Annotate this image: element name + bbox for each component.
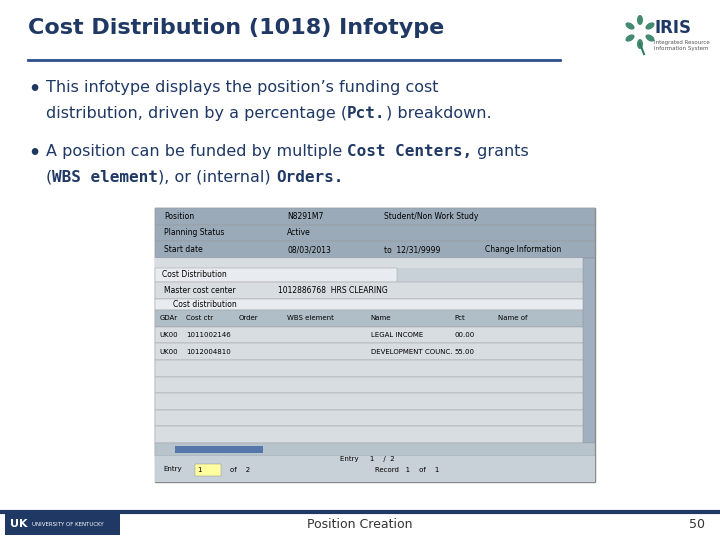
- FancyBboxPatch shape: [155, 376, 595, 393]
- Text: IRIS: IRIS: [654, 19, 691, 37]
- FancyBboxPatch shape: [155, 427, 595, 443]
- Text: Position: Position: [164, 212, 194, 221]
- Text: UK00: UK00: [159, 332, 178, 338]
- FancyBboxPatch shape: [155, 456, 595, 482]
- Ellipse shape: [637, 39, 643, 49]
- Text: DEVELOPMENT COUNC.: DEVELOPMENT COUNC.: [371, 349, 452, 355]
- FancyBboxPatch shape: [155, 282, 595, 299]
- Text: Entry     1    /  2: Entry 1 / 2: [340, 456, 395, 462]
- Text: •: •: [28, 144, 40, 163]
- Ellipse shape: [645, 22, 654, 30]
- Text: of    2: of 2: [230, 467, 250, 472]
- FancyBboxPatch shape: [155, 310, 595, 327]
- Text: 08/03/2013: 08/03/2013: [287, 245, 331, 254]
- Text: Master cost center: Master cost center: [164, 286, 235, 295]
- Text: (: (: [46, 170, 53, 185]
- Text: Change Information: Change Information: [485, 245, 562, 254]
- Text: Active: Active: [287, 228, 311, 238]
- Text: 00.00: 00.00: [454, 332, 474, 338]
- FancyBboxPatch shape: [155, 360, 595, 376]
- Text: N8291M7: N8291M7: [287, 212, 323, 221]
- Text: ), or (internal): ), or (internal): [158, 170, 276, 185]
- FancyBboxPatch shape: [155, 241, 595, 258]
- FancyBboxPatch shape: [194, 464, 221, 476]
- Text: Orders.: Orders.: [276, 170, 343, 185]
- Text: LEGAL INCOME: LEGAL INCOME: [371, 332, 423, 338]
- Text: WBS element: WBS element: [287, 315, 334, 321]
- Ellipse shape: [637, 15, 643, 25]
- Text: 1012004810: 1012004810: [186, 349, 230, 355]
- Text: GDAr: GDAr: [159, 315, 178, 321]
- Text: Cost distribution: Cost distribution: [173, 300, 236, 309]
- Text: 55.00: 55.00: [454, 349, 474, 355]
- Text: Cost Distribution: Cost Distribution: [162, 271, 227, 279]
- Text: •: •: [28, 80, 40, 99]
- Text: Record   1    of    1: Record 1 of 1: [375, 467, 439, 472]
- FancyBboxPatch shape: [175, 446, 263, 453]
- Text: UK00: UK00: [159, 349, 178, 355]
- Text: Cost ctr: Cost ctr: [186, 315, 213, 321]
- Text: Order: Order: [238, 315, 258, 321]
- Text: A position can be funded by multiple: A position can be funded by multiple: [46, 144, 347, 159]
- Text: Student/Non Work Study: Student/Non Work Study: [384, 212, 478, 221]
- Ellipse shape: [645, 35, 654, 42]
- Text: Pct.: Pct.: [347, 106, 386, 121]
- Text: to  12/31/9999: to 12/31/9999: [384, 245, 440, 254]
- FancyBboxPatch shape: [155, 393, 595, 410]
- Text: Integrated Resource
Information System: Integrated Resource Information System: [654, 40, 710, 51]
- FancyBboxPatch shape: [5, 513, 120, 535]
- Text: 50: 50: [689, 517, 705, 530]
- Text: distribution, driven by a percentage (: distribution, driven by a percentage (: [46, 106, 347, 121]
- FancyBboxPatch shape: [155, 443, 595, 456]
- FancyBboxPatch shape: [155, 208, 595, 225]
- FancyBboxPatch shape: [583, 258, 595, 443]
- Text: 1011002146: 1011002146: [186, 332, 230, 338]
- Text: 1: 1: [197, 467, 202, 472]
- Text: ) breakdown.: ) breakdown.: [386, 106, 491, 121]
- Text: Position Creation: Position Creation: [307, 517, 413, 530]
- Text: Cost Centers,: Cost Centers,: [347, 144, 472, 159]
- FancyBboxPatch shape: [155, 268, 397, 282]
- FancyBboxPatch shape: [155, 225, 595, 241]
- Ellipse shape: [626, 35, 634, 42]
- Text: Cost Distribution (1018) Infotype: Cost Distribution (1018) Infotype: [28, 18, 444, 38]
- Text: Start date: Start date: [164, 245, 202, 254]
- Text: Entry: Entry: [164, 466, 182, 472]
- FancyBboxPatch shape: [155, 208, 595, 482]
- Text: Name of: Name of: [498, 315, 528, 321]
- FancyBboxPatch shape: [155, 258, 595, 268]
- Text: WBS element: WBS element: [53, 170, 158, 185]
- Text: 1012886768  HRS CLEARING: 1012886768 HRS CLEARING: [278, 286, 388, 295]
- FancyBboxPatch shape: [155, 410, 595, 427]
- Text: This infotype displays the position’s funding cost: This infotype displays the position’s fu…: [46, 80, 438, 95]
- Text: Planning Status: Planning Status: [164, 228, 224, 238]
- FancyBboxPatch shape: [155, 327, 595, 343]
- Text: UK: UK: [10, 519, 27, 529]
- Text: Pct: Pct: [454, 315, 465, 321]
- Text: grants: grants: [472, 144, 529, 159]
- FancyBboxPatch shape: [155, 299, 595, 310]
- Ellipse shape: [626, 22, 634, 30]
- FancyBboxPatch shape: [155, 343, 595, 360]
- Text: Name: Name: [371, 315, 391, 321]
- Text: UNIVERSITY OF KENTUCKY: UNIVERSITY OF KENTUCKY: [32, 522, 104, 526]
